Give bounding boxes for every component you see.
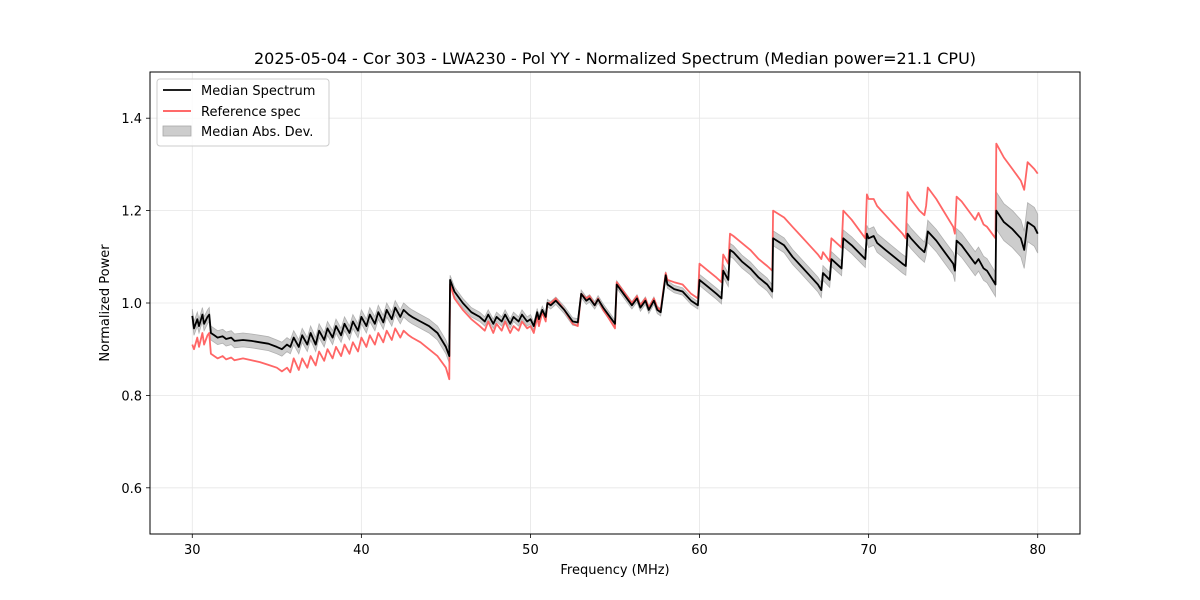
x-tick-label: 60: [691, 543, 708, 558]
legend-reference-label: Reference spec: [201, 105, 301, 120]
y-axis-ticks: 0.6 0.8 1.0 1.2 1.4: [121, 112, 150, 497]
x-tick-label: 80: [1029, 543, 1046, 558]
x-axis-label: Frequency (MHz): [560, 563, 669, 578]
chart-title: 2025-05-04 - Cor 303 - LWA230 - Pol YY -…: [254, 49, 976, 68]
y-tick-label: 1.2: [121, 205, 142, 220]
legend-mad-swatch: [162, 125, 192, 137]
y-tick-label: 0.8: [121, 389, 142, 404]
y-tick-label: 1.4: [121, 112, 142, 127]
series-lines-group: [191, 142, 1039, 381]
legend-box: [156, 78, 330, 147]
median-spectrum-line: [191, 209, 1039, 358]
legend-median-label: Median Spectrum: [201, 84, 315, 99]
legend: Median Spectrum Reference spec Median Ab…: [156, 78, 330, 147]
y-tick-label: 0.6: [121, 482, 142, 497]
x-tick-label: 70: [860, 543, 877, 558]
legend-mad-label: Median Abs. Dev.: [201, 125, 313, 140]
y-tick-label: 1.0: [121, 297, 142, 312]
x-tick-label: 30: [184, 543, 201, 558]
y-axis-label: Normalized Power: [98, 244, 113, 362]
x-tick-label: 40: [353, 543, 370, 558]
x-tick-label: 50: [522, 543, 539, 558]
x-axis-ticks: 30 40 50 60 70 80: [184, 534, 1046, 558]
